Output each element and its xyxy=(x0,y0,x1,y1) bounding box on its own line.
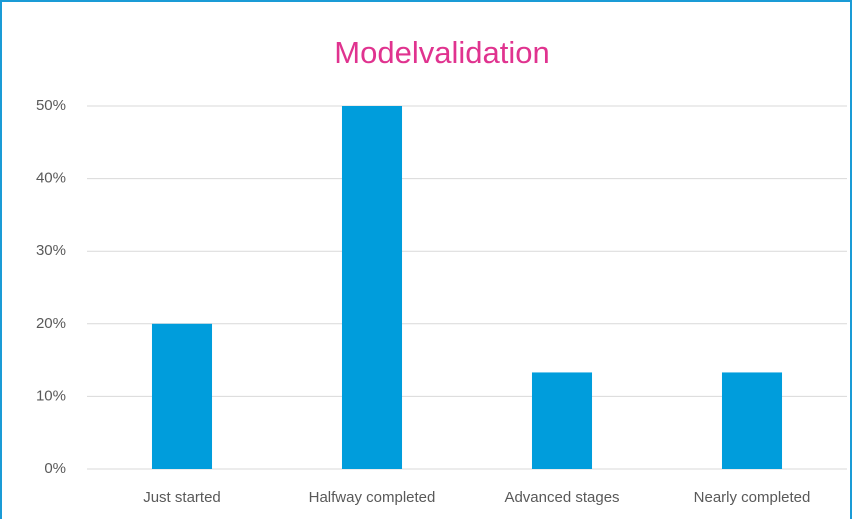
x-tick-label: Nearly completed xyxy=(694,489,811,506)
x-tick-label: Advanced stages xyxy=(504,489,619,506)
x-tick-label: Halfway completed xyxy=(309,489,436,506)
y-tick-label: 40% xyxy=(36,170,66,187)
bar xyxy=(151,323,213,469)
bar xyxy=(341,106,403,469)
bar xyxy=(531,372,593,469)
y-tick-label: 10% xyxy=(36,387,66,404)
y-tick-label: 20% xyxy=(36,315,66,332)
chart-title: Modelvalidation xyxy=(334,35,549,70)
bar xyxy=(721,372,783,469)
y-tick-label: 30% xyxy=(36,242,66,259)
y-tick-label: 0% xyxy=(44,460,66,477)
y-tick-label: 50% xyxy=(36,97,66,114)
x-tick-label: Just started xyxy=(143,489,221,506)
